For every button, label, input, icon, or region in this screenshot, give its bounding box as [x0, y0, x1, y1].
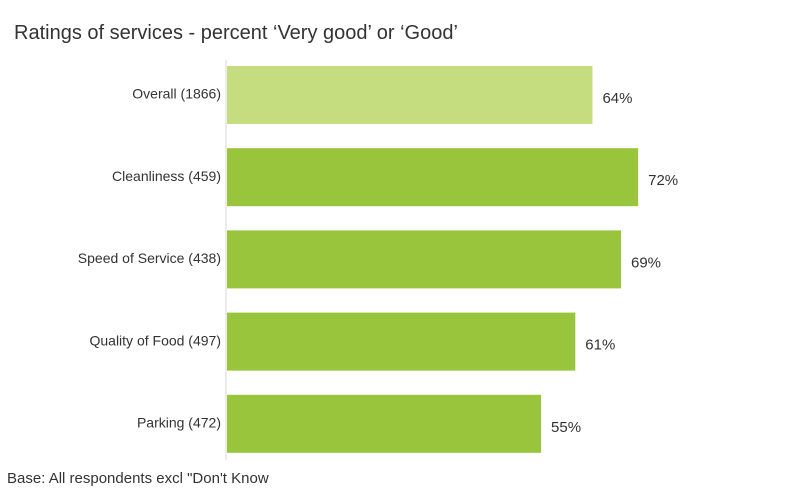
category-label: Speed of Service (438) [78, 250, 221, 266]
data-label: 61% [585, 337, 615, 354]
category-label: Quality of Food (497) [89, 332, 221, 348]
category-label: Overall (1866) [132, 86, 221, 102]
category-label: Parking (472) [137, 415, 221, 431]
chart-title: Ratings of services - percent ‘Very good… [14, 22, 458, 44]
data-label: 69% [631, 254, 661, 271]
bar [227, 66, 593, 124]
data-label: 72% [648, 172, 678, 189]
bar [227, 230, 621, 289]
data-label: 64% [602, 90, 632, 107]
category-label: Cleanliness (459) [112, 168, 221, 184]
base-footnote: Base: All respondents excl "Don't Know [7, 470, 269, 487]
bar [227, 312, 576, 371]
data-label: 55% [551, 419, 581, 436]
bar [227, 394, 542, 453]
bar [227, 148, 639, 207]
